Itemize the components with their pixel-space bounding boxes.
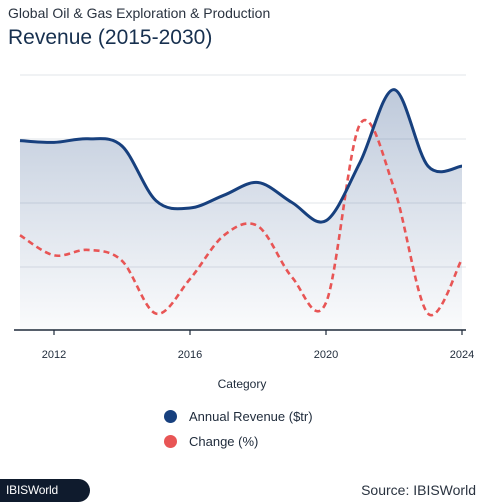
x-tick-label: 2012 [42, 349, 66, 361]
legend-item-revenue[interactable]: Annual Revenue ($tr) [164, 404, 313, 429]
ibisworld-logo: IBISWorld [0, 479, 90, 502]
legend-dot-icon [164, 410, 177, 423]
chart-title: Revenue (2015-2030) [8, 26, 213, 49]
series-line-change [19, 118, 464, 317]
x-tick-label: 2016 [178, 349, 202, 361]
x-tick-label: 2024 [450, 349, 474, 361]
chart-subtitle: Global Oil & Gas Exploration & Productio… [8, 5, 271, 21]
legend-dot-icon [164, 435, 177, 448]
legend-item-change[interactable]: Change (%) [164, 429, 313, 454]
legend-label-change: Change (%) [189, 434, 259, 449]
x-axis: 2012 2016 2020 2024 [14, 329, 474, 361]
revenue-area [20, 89, 462, 330]
x-tick-label: 2020 [314, 349, 338, 361]
x-axis-title: Category [217, 377, 267, 391]
series-layer [19, 88, 464, 330]
series-line-revenue [19, 88, 463, 224]
legend: Annual Revenue ($tr) Change (%) [164, 404, 313, 454]
legend-label-revenue: Annual Revenue ($tr) [189, 409, 313, 424]
source-note: Source: IBISWorld [361, 482, 476, 498]
